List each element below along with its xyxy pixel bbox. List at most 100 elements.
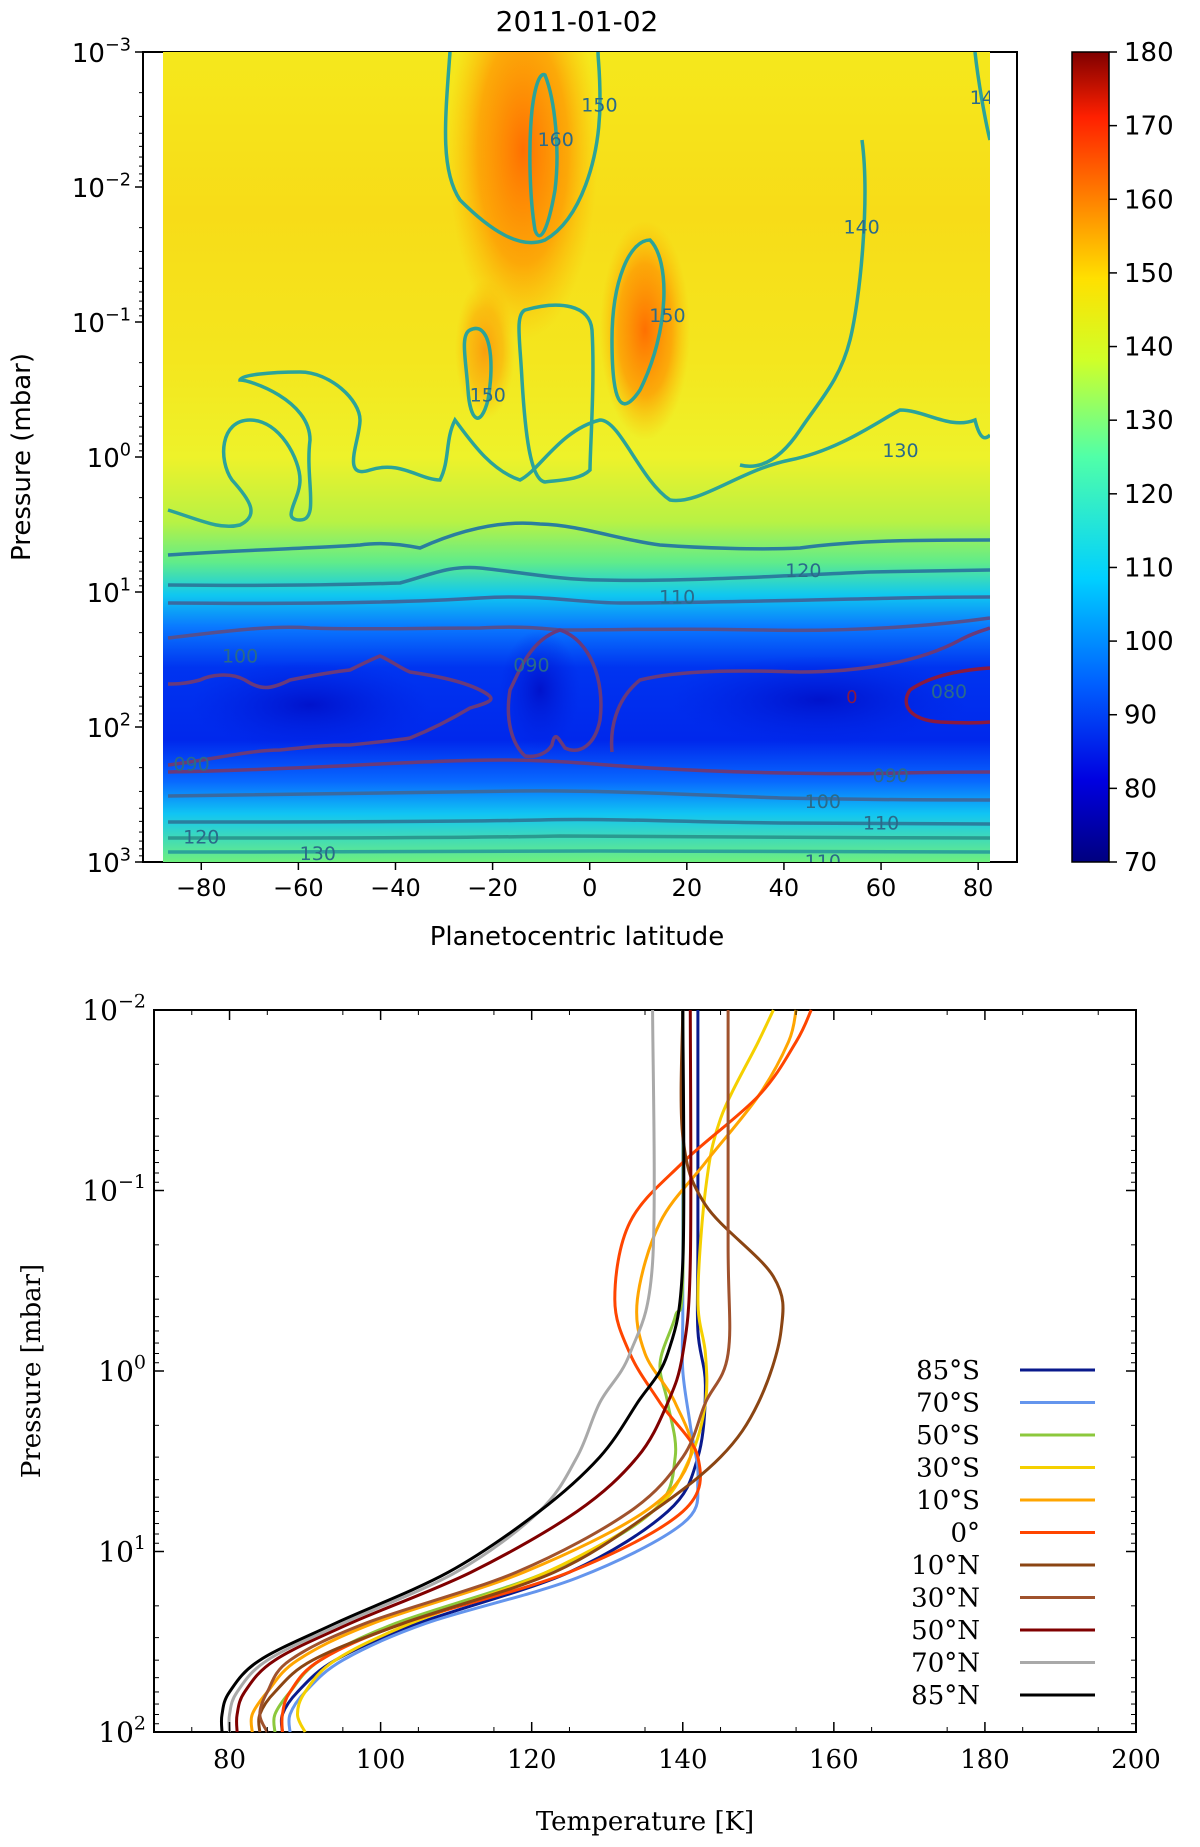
contour-120 [167,521,990,557]
map-y-axis-label: Pressure (mbar) [7,353,37,561]
contour-080-north [904,666,990,725]
profiles-x-tick-label: 200 [1111,1745,1161,1775]
tropopause-cold-core-eq [500,630,580,750]
map-y-tick-label: 101 [87,575,131,609]
map-axes: −80 −60 −40 −20 0 20 40 60 80 10−3 10−2 10−1 100 101 1… [72,35,994,902]
profiles-x-tick-label: 100 [356,1745,406,1775]
colorbar-tick-label: 150 [1124,259,1174,289]
profiles-x-tick-label: 180 [960,1745,1010,1775]
contour-label: 090 [873,765,909,787]
profiles-legend: 85°S70°S50°S30°S10°S0°10°N30°N50°N70°N85… [911,1356,1095,1711]
map-x-tick-label: −60 [273,874,324,902]
legend-label: 30°S [916,1454,980,1484]
map-y-tick-label: 10−2 [72,170,131,204]
profile-line [227,1009,656,1733]
contour-label: 150 [581,95,617,117]
profiles-axes: 80 100 120 140 160 180 200 10−2 10−1 100 101 102 [82,990,1161,1775]
contour-150-north-plume [610,238,666,406]
legend-label: 85°S [916,1356,980,1386]
contour-label: 100 [805,791,841,813]
profiles-y-tick-label: 10−1 [82,1171,146,1208]
contour-label: 110 [659,587,695,609]
legend-label: 10°S [916,1486,980,1516]
colorbar-gradient [1071,51,1110,863]
profiles-x-tick-label: 160 [809,1745,859,1775]
contour-lines [167,52,990,854]
temperature-field: 160 150 150 150 140 140 130 120 110 100 090 080 090 0… [163,52,1006,873]
contour-120-lower [167,834,990,840]
equatorial-plume-south [448,52,598,340]
contour-110-lower [167,817,990,826]
profiles-y-axis-label: Pressure [mbar] [17,1264,47,1478]
legend-label: 50°S [916,1421,980,1451]
map-x-tick-label: −20 [467,874,518,902]
chart-title: 2011-01-02 [496,5,659,38]
colorbar-tick-label: 170 [1124,112,1174,142]
colorbar-tick-label: 180 [1124,38,1174,68]
colorbar-tick-label: 70 [1124,848,1157,878]
contour-110 [167,595,990,606]
contour-090-center [506,628,603,759]
colorbar-tick-label: 90 [1124,701,1157,731]
contour-label: 120 [785,560,821,582]
profile-line [219,1009,686,1733]
map-x-axis-label: Planetocentric latitude [430,922,725,952]
map-x-tick-label: −80 [176,874,227,902]
map-y-tick-label: 10−3 [72,35,131,69]
tropopause-cold-core-right [670,655,970,745]
map-x-tick-label: 80 [963,874,994,902]
contour-label: 140 [843,217,879,239]
contour-label: 130 [882,440,918,462]
contour-label: 100 [222,645,258,667]
colorbar-tick-label: 110 [1124,553,1174,583]
latitude-pressure-temperature-map: 2011-01-02 [7,5,1174,952]
map-y-tick-label: 102 [87,710,131,744]
contour-090-lower [167,758,990,776]
contour-100-upper [167,616,990,640]
map-x-tick-label: 60 [866,874,897,902]
contour-label: 110 [805,851,841,873]
map-x-tick-label: 0 [582,874,597,902]
profile-line [280,1009,813,1733]
contour-label: 080 [931,681,967,703]
legend-label: 70°N [911,1649,980,1679]
profiles-plot-area [153,1009,1137,1733]
colorbar-tick-label: 140 [1124,333,1174,363]
profile-line [258,1010,732,1733]
profile-line [235,1009,693,1733]
contour-label: 150 [470,384,506,406]
legend-label: 10°N [911,1551,980,1581]
contour-150-main [443,52,602,245]
colorbar-tick-label: 120 [1124,480,1174,510]
contour-label: 130 [300,843,336,865]
map-y-tick-label: 103 [87,845,131,879]
legend-label: 0° [950,1519,980,1549]
profiles-x-tick-label: 140 [658,1745,708,1775]
colorbar-tick-label: 100 [1124,627,1174,657]
contour-140-polar [973,52,990,141]
contour-130-lower [167,849,990,854]
map-x-tick-label: 40 [769,874,800,902]
contour-label: 140 [970,87,1006,109]
profiles-x-tick-label: 80 [213,1745,246,1775]
map-x-tick-label: −40 [370,874,421,902]
contour-label: 150 [649,305,685,327]
profile-line [249,1009,798,1733]
contour-label: 120 [183,827,219,849]
contour-090-right [609,626,990,753]
profiles-y-tick-label: 10−2 [82,990,146,1027]
map-y-tick-label: 100 [87,440,131,474]
legend-label: 70°S [916,1389,980,1419]
contour-090-left [167,654,493,767]
profiles-y-tick-label: 102 [98,1712,146,1749]
contour-140-equatorial-box [517,303,595,484]
colorbar-ticks: 70 80 90 100 110 120 130 140 150 160 170 180 [1109,38,1174,878]
profiles-x-tick-label: 120 [507,1745,557,1775]
contour-label: 110 [863,813,899,835]
contour-label: 160 [538,129,574,151]
legend-label: 50°N [911,1616,980,1646]
contour-label: 090 [173,754,209,776]
map-y-tick-label: 10−1 [72,305,131,339]
contour-label: 090 [513,654,549,676]
